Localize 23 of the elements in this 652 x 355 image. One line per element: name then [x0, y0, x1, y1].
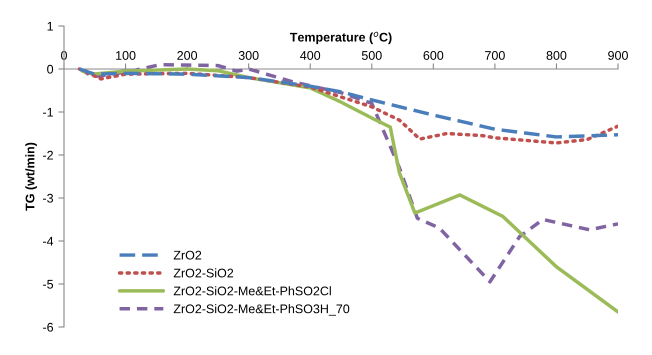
y-tick-label: -2: [43, 150, 53, 160]
y-tick-label: -6: [43, 322, 54, 332]
legend-label: ZrO2-SiO2-Me&Et-PhSO3H_70: [174, 304, 350, 316]
x-tick-label: 500: [362, 51, 382, 60]
legend-label: ZrO2: [174, 250, 202, 260]
y-tick-label: -1: [43, 108, 53, 117]
y-tick-label: -5: [43, 280, 54, 289]
x-tick-label: 300: [238, 51, 259, 60]
legend-label: ZrO2-SiO2: [174, 268, 234, 278]
y-tick-label: 1: [48, 22, 53, 31]
y-tick-label: -3: [43, 194, 54, 203]
x-tick-label: 700: [485, 51, 505, 60]
x-tick-label: 600: [424, 51, 444, 60]
y-tick-label: -4: [43, 236, 54, 246]
x-tick-label: 800: [546, 51, 566, 60]
legend-label: ZrO2-SiO2-Me&Et-PhSO2Cl: [174, 286, 331, 296]
x-axis-title: Temperature ($^{o}$C): [290, 32, 392, 44]
x-tick-label: 400: [300, 51, 320, 60]
y-tick-label: 0: [47, 64, 54, 74]
y-axis-title: TG (wt/min): [25, 142, 37, 211]
x-tick-label: 200: [177, 51, 198, 60]
x-tick-label: 900: [608, 51, 628, 60]
x-tick-label: 100: [116, 51, 136, 60]
